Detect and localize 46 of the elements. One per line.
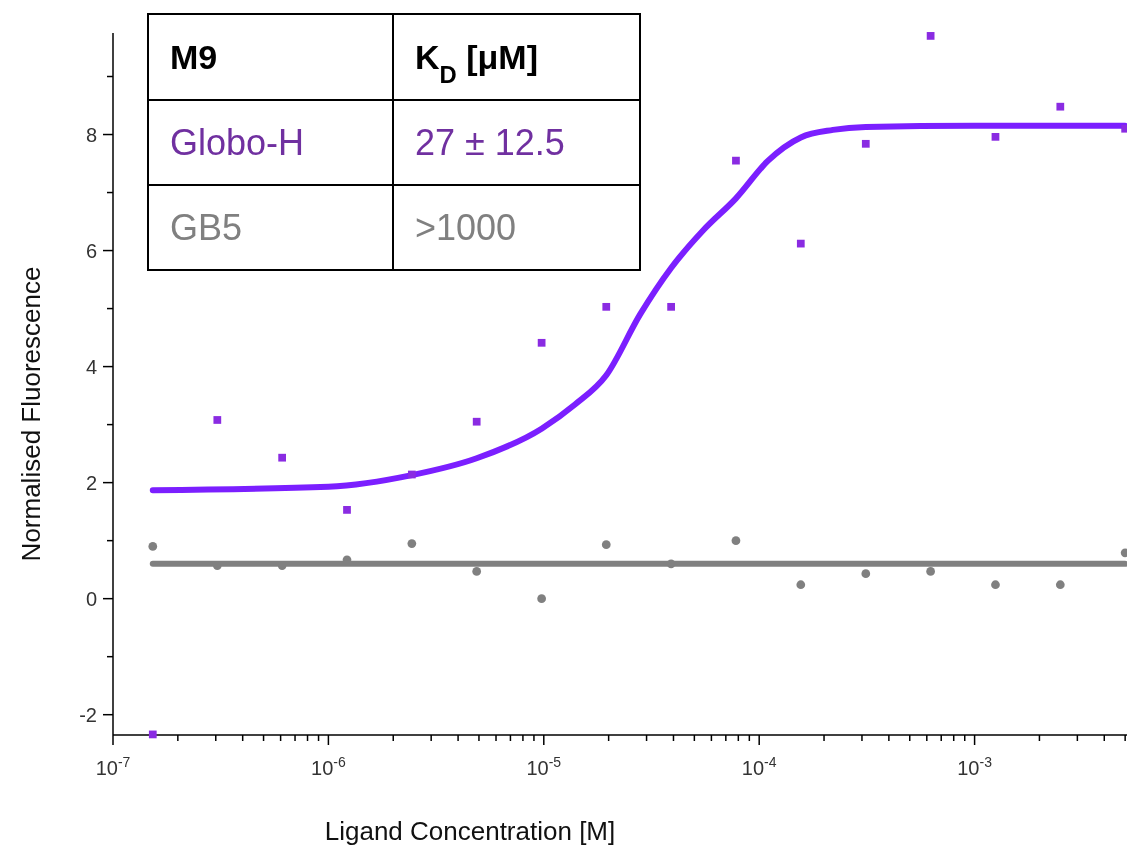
point <box>732 156 740 165</box>
point <box>861 569 871 579</box>
y-axis-title: Normalised Fluorescence <box>16 266 46 562</box>
annotation: 27 ± 12.5 <box>415 122 565 164</box>
y-tick-label: 4 <box>85 355 97 378</box>
point <box>407 470 416 479</box>
point <box>796 580 806 590</box>
point <box>537 594 546 604</box>
y-tick-label: 2 <box>85 471 97 494</box>
point <box>731 536 741 546</box>
annotation: K$_{D}$ [μM] <box>415 37 538 88</box>
y-tick-label: 0 <box>85 587 97 610</box>
y-tick-label: 8 <box>85 123 97 146</box>
x-tick-label: 10$^{-6}$ <box>311 754 346 779</box>
point <box>213 416 222 424</box>
x-axis-title: Ligand Concentration [M] <box>324 816 616 846</box>
annotation: M9 <box>170 37 218 76</box>
point <box>1056 102 1065 111</box>
x-tick-label: 10$^{-5}$ <box>526 754 562 779</box>
point <box>601 540 611 550</box>
point <box>148 730 157 739</box>
point <box>472 567 482 576</box>
point <box>278 453 287 462</box>
x-tick-label: 10$^{-3}$ <box>957 754 993 779</box>
point <box>148 542 158 551</box>
point <box>602 302 611 311</box>
point <box>926 32 935 40</box>
point <box>472 417 481 426</box>
x-tick-label: 10$^{-4}$ <box>741 754 777 779</box>
annotation: Globo-H <box>170 122 305 164</box>
point <box>407 539 417 548</box>
point <box>666 559 676 569</box>
point <box>991 132 1000 141</box>
point <box>796 239 805 248</box>
point <box>1055 580 1065 590</box>
point <box>991 580 1000 590</box>
annotation: >1000 <box>415 207 517 249</box>
point <box>667 302 675 311</box>
point <box>861 139 870 148</box>
point <box>343 506 351 514</box>
x-tick-label: 10$^{-7}$ <box>95 754 131 779</box>
point <box>537 338 546 347</box>
annotation: GB5 <box>170 207 243 249</box>
y-tick-label: -2 <box>79 703 97 726</box>
y-tick-label: 6 <box>85 239 97 262</box>
point <box>926 567 935 576</box>
